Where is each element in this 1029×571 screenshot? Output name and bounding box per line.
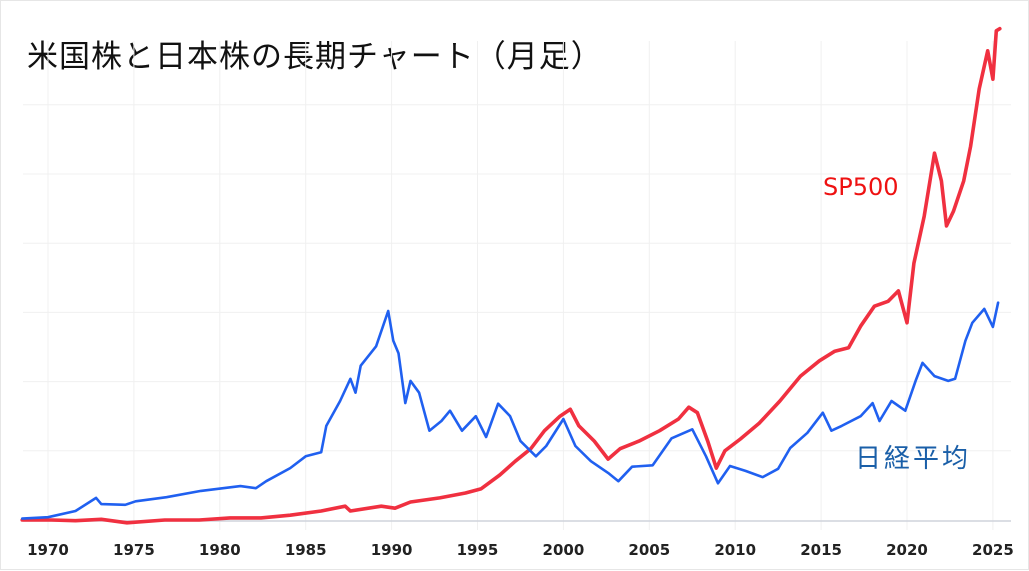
x-tick-label: 1970 xyxy=(27,541,69,559)
nikkei-annotation: 日経平均 xyxy=(855,444,972,474)
x-tick-label: 1990 xyxy=(370,541,413,559)
x-tick-label: 1995 xyxy=(456,541,499,559)
x-tick-label: 2010 xyxy=(714,541,757,559)
horizontal-gridlines xyxy=(23,104,1011,452)
x-tick-label: 2000 xyxy=(542,541,585,559)
x-tick-label: 1980 xyxy=(198,541,241,559)
nikkei-line xyxy=(20,301,1000,520)
x-tick-label: 2015 xyxy=(800,541,842,559)
x-tick-label: 1985 xyxy=(284,541,327,559)
chart-title: 米国株と日本株の長期チャート（月足） xyxy=(27,39,603,75)
x-tick-label: 1975 xyxy=(113,541,155,559)
x-tick-label: 2005 xyxy=(628,541,671,559)
sp500-annotation: SP500 xyxy=(823,173,899,201)
x-tick-label: 2020 xyxy=(886,541,928,559)
sp500-line xyxy=(20,26,1002,525)
x-tick-label: 2025 xyxy=(972,541,1014,559)
vertical-gridlines xyxy=(47,41,994,530)
